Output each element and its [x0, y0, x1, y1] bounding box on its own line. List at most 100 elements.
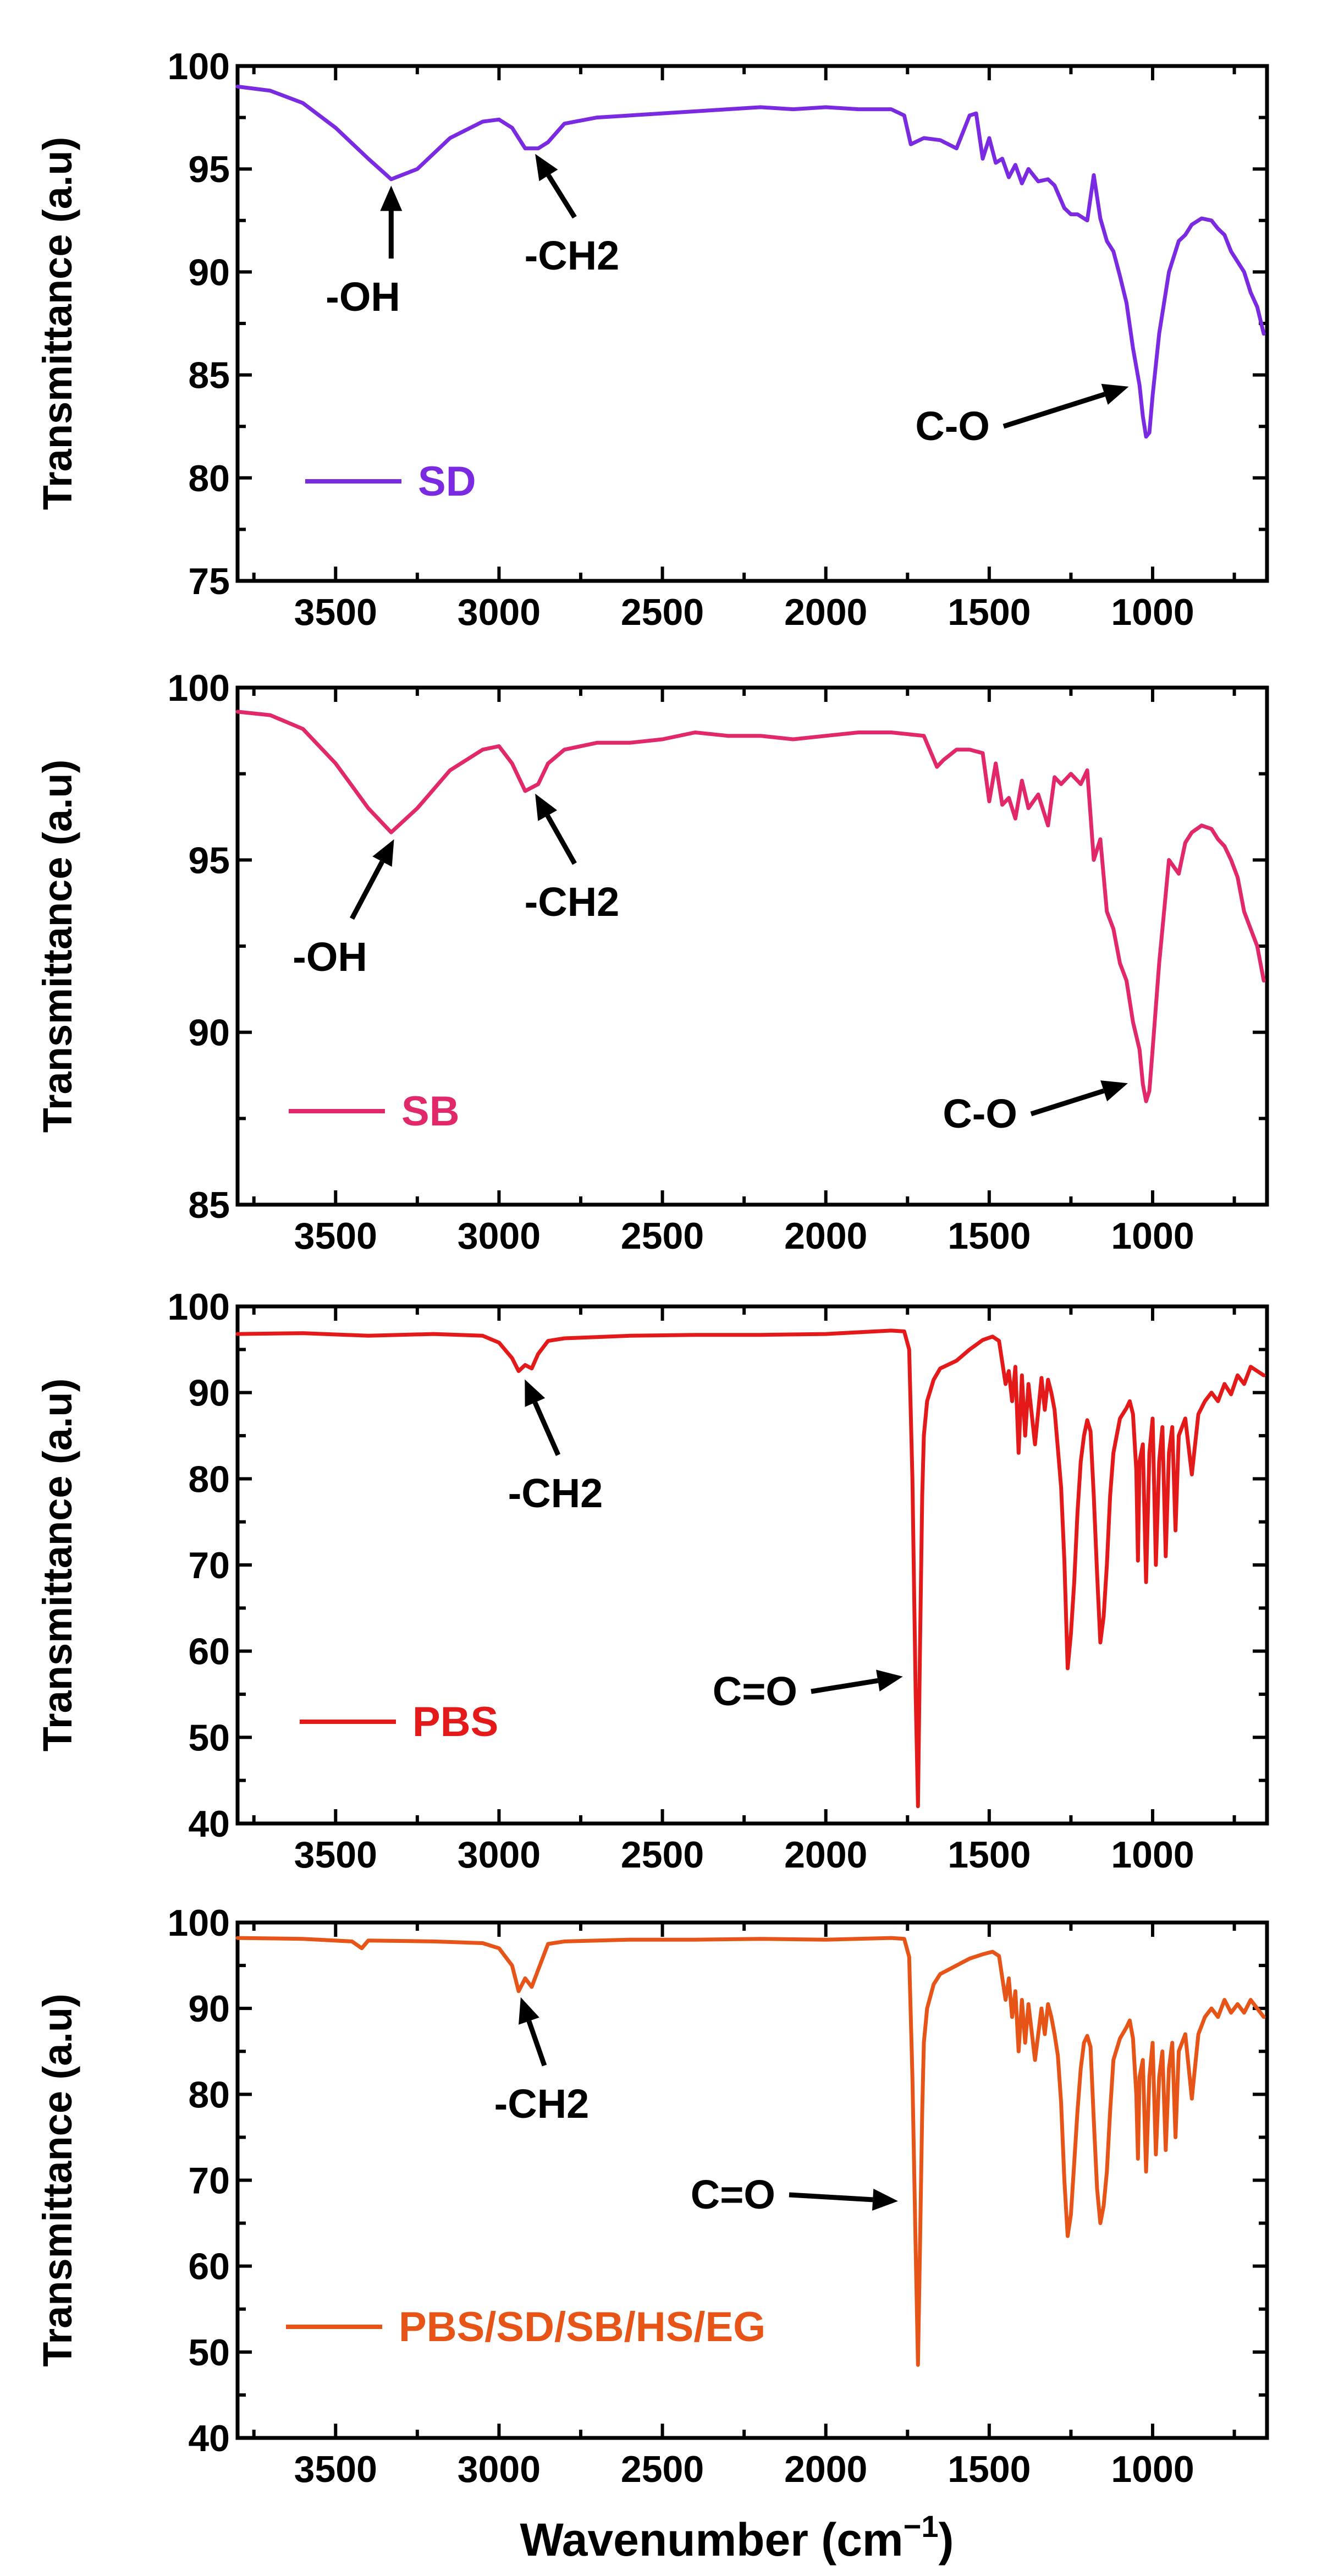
y-tick-label: 50	[188, 1717, 230, 1759]
y-tick-label: 50	[188, 2332, 230, 2374]
y-tick-label: 90	[188, 251, 230, 293]
x-tick-label: 1000	[1111, 591, 1194, 633]
y-tick-label: 100	[168, 1902, 230, 1944]
y-tick-label: 95	[188, 839, 230, 881]
x-tick-label: 3500	[294, 2448, 377, 2490]
x-tick-label: 3000	[458, 1215, 541, 1257]
y-axis-label: Transmittance (a.u)	[35, 760, 80, 1133]
y-tick-label: 40	[188, 1803, 230, 1845]
legend-label: SB	[401, 1088, 460, 1135]
x-tick-label: 2000	[784, 1834, 867, 1876]
y-tick-label: 80	[188, 2074, 230, 2116]
annotation-arrow-head	[535, 793, 558, 821]
panel-pbs: 3500 3000 2500 2000 1500 1000 40 50 60 70 80 90 100 T…	[35, 1286, 1269, 1876]
y-tick-label: 75	[188, 561, 230, 602]
y-tick-label: 100	[168, 1286, 230, 1328]
annotation-arrow-head	[872, 2188, 899, 2211]
y-tick-label: 60	[188, 2246, 230, 2288]
y-tick-label: 100	[168, 667, 230, 709]
x-tick-label: 3500	[294, 1215, 377, 1257]
annotation-arrow-head	[525, 1379, 546, 1407]
annotation-arrow-shaft	[789, 2192, 873, 2202]
x-axis-label: Wavenumber (cm−1)	[520, 2509, 954, 2566]
x-tick-label: 2000	[784, 2448, 867, 2490]
x-axis-label-close: )	[938, 2514, 954, 2566]
peak-annotation: -CH2	[525, 233, 620, 278]
y-tick-label: 60	[188, 1631, 230, 1673]
x-tick-label: 3000	[458, 591, 541, 633]
x-tick-label: 1500	[948, 1834, 1031, 1876]
x-tick-label: 2500	[621, 591, 704, 633]
y-tick-label: 40	[188, 2418, 230, 2459]
plot-frame	[235, 64, 1269, 583]
x-tick-label: 2000	[784, 1215, 867, 1257]
y-axis-label: Transmittance (a.u)	[35, 1993, 80, 2367]
peak-annotation: C-O	[943, 1091, 1017, 1136]
plot-frame	[235, 1304, 1269, 1826]
panel-sb: 3500 3000 2500 2000 1500 1000 85 90 95 100 Transmi…	[35, 667, 1269, 1257]
annotation-arrow-head	[519, 1997, 539, 2025]
annotation-arrow-shaft	[350, 860, 384, 920]
x-tick-label: 1500	[948, 1215, 1031, 1257]
peak-annotation: -OH	[326, 274, 400, 320]
annotation-arrow-shaft	[1030, 1088, 1105, 1117]
x-tick-label: 1000	[1111, 1834, 1194, 1876]
y-tick-label: 80	[188, 1458, 230, 1500]
x-tick-label: 2500	[621, 1215, 704, 1257]
series-line	[235, 1328, 1266, 1809]
y-tick-label: 70	[188, 1545, 230, 1586]
legend-label: PBS/SD/SB/HS/EG	[399, 2304, 765, 2350]
x-tick-label: 3500	[294, 1834, 377, 1876]
annotation-arrow-shaft	[1002, 392, 1105, 429]
series-line	[235, 84, 1266, 439]
legend-label: PBS	[412, 1699, 498, 1745]
annotation-arrow-shaft	[546, 174, 577, 219]
series-line	[235, 1936, 1266, 2367]
peak-annotation: C=O	[713, 1668, 797, 1714]
y-tick-label: 90	[188, 1372, 230, 1414]
annotation-arrow-shaft	[532, 1401, 561, 1456]
y-tick-label: 100	[168, 46, 230, 87]
x-tick-label: 2500	[621, 1834, 704, 1876]
annotation-arrow-head	[1101, 383, 1129, 405]
annotation-arrow-head	[372, 839, 394, 867]
y-tick-label: 95	[188, 149, 230, 190]
y-tick-label: 70	[188, 2160, 230, 2202]
peak-annotation: -CH2	[525, 879, 620, 925]
annotation-arrow-head	[876, 1669, 903, 1692]
x-tick-label: 1500	[948, 2448, 1031, 2490]
x-tick-label: 3500	[294, 591, 377, 633]
panel-composite: 3500 3000 2500 2000 1500 1000 40 50 60 70 80 90 100 T…	[35, 1902, 1269, 2490]
annotation-arrow-head	[380, 185, 403, 211]
y-tick-label: 85	[188, 355, 230, 397]
legend-label: SD	[418, 458, 476, 505]
annotation-arrow-shaft	[545, 814, 577, 865]
y-tick-label: 90	[188, 1012, 230, 1054]
peak-annotation: -CH2	[508, 1470, 603, 1516]
annotation-arrow-head	[535, 153, 558, 182]
x-tick-label: 2500	[621, 2448, 704, 2490]
x-tick-label: 1000	[1111, 1215, 1194, 1257]
panel-sd: 3500 3000 2500 2000 1500 1000 75 80 85 90 95 100 Tra…	[35, 46, 1269, 633]
x-tick-label: 1000	[1111, 2448, 1194, 2490]
peak-annotation: C=O	[691, 2172, 775, 2217]
peak-annotation: C-O	[915, 403, 990, 449]
annotation-arrow-head	[1100, 1080, 1128, 1102]
y-tick-label: 90	[188, 1988, 230, 2030]
y-tick-label: 80	[188, 458, 230, 499]
peak-annotation: -CH2	[494, 2081, 590, 2127]
annotation-arrow-shaft	[811, 1678, 879, 1694]
series-line	[235, 710, 1266, 1103]
annotation-arrow-shaft	[526, 2020, 547, 2067]
x-axis-label-main: Wavenumber (cm	[520, 2514, 904, 2566]
y-axis-label: Transmittance (a.u)	[35, 137, 80, 510]
x-tick-label: 3000	[458, 2448, 541, 2490]
x-tick-label: 2000	[784, 591, 867, 633]
y-tick-label: 85	[188, 1184, 230, 1226]
y-axis-label: Transmittance (a.u)	[35, 1378, 80, 1752]
peak-annotation: -OH	[293, 934, 367, 980]
x-axis-label-exponent: −1	[904, 2509, 939, 2544]
plot-frame	[235, 685, 1269, 1207]
x-tick-label: 1500	[948, 591, 1031, 633]
